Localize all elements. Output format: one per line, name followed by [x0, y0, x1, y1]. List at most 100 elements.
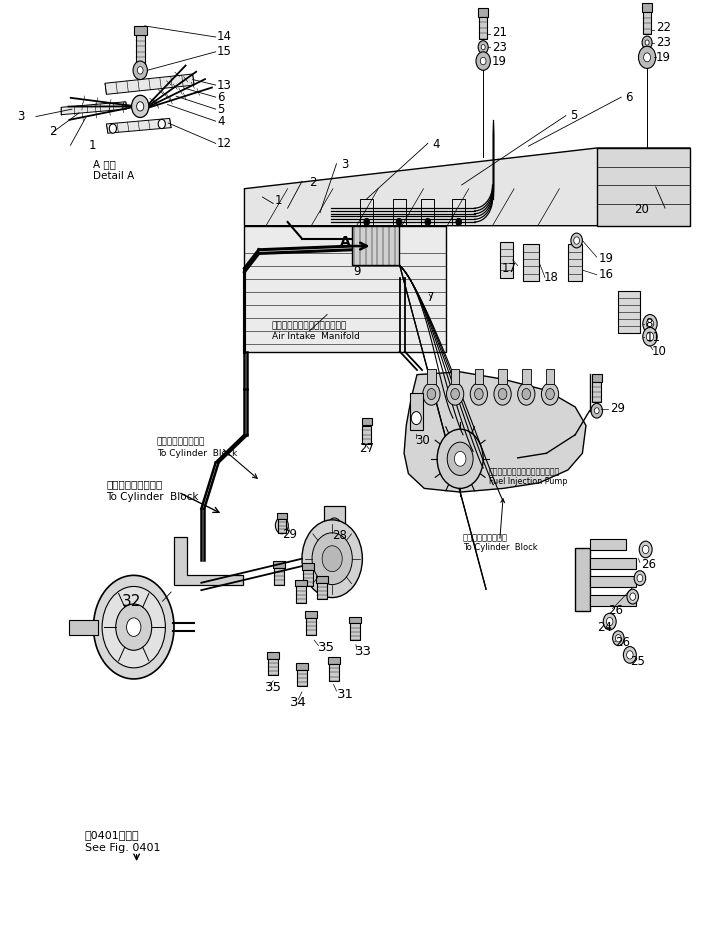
Text: 23: 23: [656, 36, 671, 49]
Bar: [500, 242, 513, 278]
Text: To Cylinder  Block: To Cylinder Block: [463, 543, 538, 552]
Circle shape: [425, 218, 431, 226]
Circle shape: [522, 388, 531, 400]
Text: 25: 25: [630, 655, 645, 668]
Circle shape: [322, 546, 342, 572]
Bar: [303, 570, 313, 586]
Circle shape: [275, 517, 288, 534]
Bar: [498, 369, 507, 384]
Polygon shape: [244, 226, 446, 352]
Circle shape: [615, 635, 621, 642]
Circle shape: [427, 388, 436, 400]
Bar: [69, 620, 98, 635]
Bar: [618, 291, 640, 333]
Bar: [277, 513, 287, 519]
Circle shape: [639, 541, 652, 558]
Text: 1: 1: [275, 194, 282, 207]
Text: 35: 35: [265, 681, 282, 694]
Circle shape: [331, 523, 338, 532]
Text: A: A: [340, 235, 351, 250]
Bar: [590, 558, 636, 569]
Circle shape: [591, 403, 603, 418]
Bar: [478, 7, 488, 17]
Circle shape: [643, 327, 657, 346]
Bar: [590, 595, 636, 606]
Text: 4: 4: [217, 115, 224, 128]
Text: 26: 26: [641, 558, 656, 571]
Bar: [297, 670, 307, 686]
Bar: [427, 369, 436, 384]
Text: 18: 18: [544, 271, 559, 284]
Circle shape: [642, 36, 652, 49]
Bar: [349, 617, 361, 623]
Text: 30: 30: [415, 434, 430, 447]
Text: 19: 19: [598, 253, 613, 265]
Text: Fuel Injection Pump: Fuel Injection Pump: [489, 477, 567, 487]
Bar: [329, 664, 339, 681]
Text: To Cylinder  Block: To Cylinder Block: [157, 449, 237, 458]
Bar: [475, 369, 483, 384]
Bar: [362, 426, 371, 444]
Bar: [479, 17, 487, 39]
Text: 35: 35: [318, 641, 335, 654]
Circle shape: [437, 429, 483, 488]
Circle shape: [158, 119, 165, 129]
Text: 第0401図参照: 第0401図参照: [85, 831, 139, 840]
Circle shape: [627, 651, 633, 660]
Circle shape: [603, 613, 616, 630]
Circle shape: [116, 604, 152, 650]
Text: To Cylinder  Block: To Cylinder Block: [106, 492, 199, 501]
Bar: [328, 658, 339, 664]
Bar: [136, 35, 145, 65]
Bar: [360, 199, 373, 225]
Circle shape: [613, 631, 624, 646]
Circle shape: [498, 388, 507, 400]
Circle shape: [411, 412, 421, 425]
Circle shape: [645, 40, 649, 45]
Bar: [592, 374, 602, 382]
Circle shape: [470, 383, 487, 405]
Bar: [278, 519, 286, 533]
Circle shape: [454, 451, 466, 466]
Text: エアーインテークマニホールド: エアーインテークマニホールド: [272, 321, 347, 330]
Bar: [306, 618, 316, 635]
Text: 7: 7: [427, 291, 434, 304]
Text: 12: 12: [217, 137, 232, 150]
Polygon shape: [404, 372, 586, 492]
Bar: [592, 382, 601, 402]
Bar: [296, 663, 308, 670]
Bar: [523, 244, 539, 281]
Bar: [451, 369, 459, 384]
Text: 2: 2: [309, 176, 316, 189]
Circle shape: [127, 618, 141, 636]
Circle shape: [132, 95, 149, 117]
Text: 10: 10: [651, 345, 667, 358]
Text: 26: 26: [608, 604, 623, 617]
Text: Air Intake  Manifold: Air Intake Manifold: [272, 332, 360, 341]
Bar: [134, 26, 147, 35]
Bar: [575, 548, 590, 611]
Text: 24: 24: [597, 621, 612, 634]
Circle shape: [478, 41, 488, 54]
Circle shape: [481, 44, 485, 50]
Circle shape: [494, 383, 511, 405]
Circle shape: [646, 319, 654, 328]
Text: 13: 13: [217, 79, 232, 92]
Circle shape: [137, 67, 143, 74]
Circle shape: [634, 571, 646, 586]
Text: 11: 11: [646, 331, 661, 344]
Text: 20: 20: [634, 204, 649, 216]
Text: A 詳細: A 詳細: [93, 160, 116, 169]
Polygon shape: [106, 118, 171, 133]
Bar: [590, 576, 636, 587]
Circle shape: [541, 383, 559, 405]
Circle shape: [279, 521, 285, 529]
Circle shape: [643, 314, 657, 333]
Bar: [316, 576, 328, 583]
Text: 23: 23: [492, 41, 507, 54]
Circle shape: [643, 545, 649, 553]
Text: 29: 29: [282, 528, 297, 541]
Text: 1: 1: [89, 139, 96, 152]
Text: 9: 9: [354, 265, 361, 277]
Text: シリンダブロックへ: シリンダブロックへ: [106, 479, 162, 488]
